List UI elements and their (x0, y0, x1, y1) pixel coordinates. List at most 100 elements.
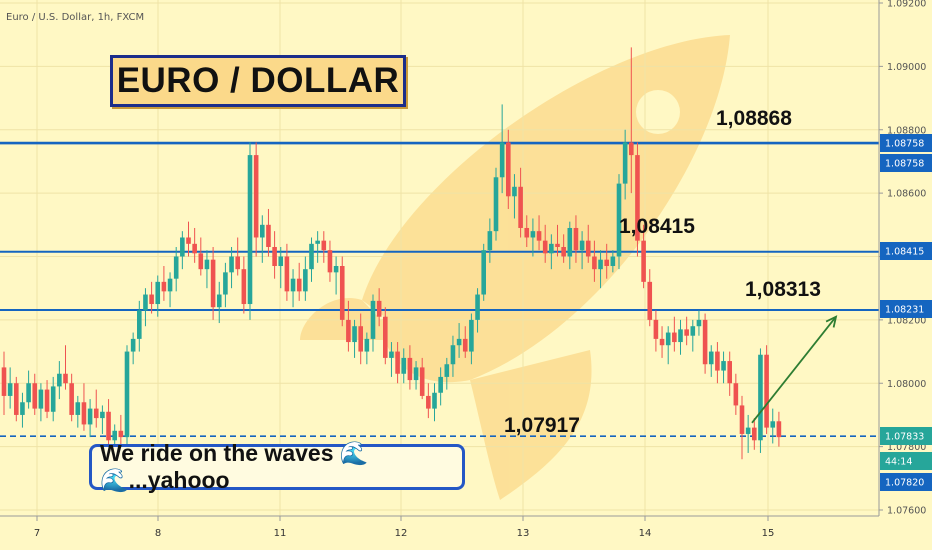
candlestick-series (1, 47, 782, 460)
candle-body-124 (764, 354, 769, 428)
level-label-2: 1,08313 (745, 278, 821, 301)
candle-body-78 (481, 250, 486, 295)
candle-body-24 (149, 294, 154, 305)
price-badges: 1.08758 1.08758 1.08415 1.08231 1.07833 44:14… (880, 134, 932, 491)
price-badge-text-3: 1.08231 (885, 305, 924, 316)
y-tick-label-3: 1.08600 (887, 189, 926, 200)
candle-body-58 (358, 326, 363, 352)
candle-body-39 (241, 269, 247, 305)
price-badge-text-0: 1.08758 (885, 139, 924, 150)
price-badge-bg-1 (880, 154, 932, 172)
candle-body-75 (462, 338, 468, 352)
candle-body-122 (752, 427, 757, 441)
candle-body-79 (487, 231, 493, 251)
candle-body-47 (290, 278, 296, 292)
candle-body-25 (155, 281, 161, 305)
candle-body-12 (75, 402, 81, 415)
price-badge-bg-3 (880, 300, 932, 318)
x-tick-label-5: 14 (639, 528, 652, 539)
candle-body-83 (512, 186, 517, 197)
candle-body-26 (161, 281, 167, 292)
candle-body-44 (272, 246, 277, 267)
candle-body-11 (69, 383, 74, 415)
price-badge-text-6: 1.07820 (885, 478, 924, 489)
candle-body-37 (229, 256, 234, 273)
candle-body-115 (708, 351, 714, 365)
candle-body-96 (592, 256, 597, 270)
candle-body-57 (352, 326, 357, 343)
candle-body-67 (413, 367, 419, 381)
candle-body-73 (450, 345, 456, 365)
candle-body-69 (426, 395, 431, 409)
candle-body-112 (690, 326, 696, 336)
candle-body-80 (493, 177, 499, 232)
price-badge-bg-5 (880, 452, 932, 470)
candle-body-85 (524, 227, 530, 238)
candle-body-119 (733, 383, 739, 406)
candle-body-72 (444, 364, 450, 377)
candle-body-94 (579, 240, 585, 251)
candle-body-108 (665, 332, 671, 346)
price-badge-bg-4 (880, 427, 932, 445)
candle-body-40 (247, 155, 253, 305)
candle-body-8 (50, 386, 56, 412)
candle-body-65 (401, 357, 407, 374)
candle-body-29 (180, 237, 185, 257)
candle-body-60 (370, 300, 376, 339)
candle-body-18 (112, 430, 117, 441)
candle-body-104 (641, 240, 646, 282)
candle-body-68 (419, 367, 425, 396)
candle-body-1 (7, 383, 13, 396)
y-tick-label-2: 1.08800 (887, 125, 926, 136)
x-tick-label-6: 15 (762, 528, 775, 539)
candle-body-35 (216, 294, 222, 308)
candle-body-50 (309, 243, 314, 270)
candle-body-41 (253, 155, 259, 238)
candle-body-100 (616, 183, 622, 257)
level-label-1: 1,08415 (619, 215, 695, 238)
candle-body-63 (389, 351, 394, 358)
y-tick-label-6: 1.08000 (887, 379, 926, 390)
trend-arrow-line (751, 316, 837, 424)
candle-body-5 (32, 383, 38, 409)
y-tick-label-1: 1.09000 (887, 62, 926, 73)
trend-arrow-head (825, 315, 838, 328)
candle-body-16 (100, 411, 105, 419)
candle-body-70 (432, 392, 437, 409)
candle-body-90 (555, 243, 560, 247)
candle-body-71 (438, 376, 443, 393)
candle-body-105 (647, 281, 653, 320)
candle-body-107 (659, 338, 665, 346)
candle-body-9 (57, 373, 62, 387)
candle-body-61 (376, 300, 382, 317)
candle-body-36 (223, 272, 228, 295)
title-box: EURO / DOLLAR (110, 55, 406, 107)
candle-body-76 (469, 319, 474, 352)
horizontal-levels (0, 141, 879, 437)
level-labels: 1,08868 1,08415 1,08313 1,07917 (504, 107, 821, 437)
candle-body-54 (333, 266, 339, 273)
y-tick-label-8: 1.07600 (887, 506, 926, 517)
candle-body-55 (339, 266, 345, 320)
candle-body-21 (130, 338, 136, 352)
candle-body-43 (266, 224, 271, 247)
candle-body-15 (93, 408, 99, 419)
candle-body-51 (315, 240, 320, 244)
candle-body-111 (684, 329, 689, 336)
candle-body-34 (210, 259, 216, 308)
candle-body-17 (106, 411, 111, 441)
price-badge-text-1: 1.08758 (885, 159, 924, 170)
price-badge-bg-6 (880, 473, 932, 491)
candle-body-52 (321, 240, 327, 251)
candle-body-7 (44, 389, 50, 412)
candle-body-45 (278, 256, 284, 267)
level-label-0: 1,08868 (716, 107, 792, 130)
x-axis-ticks: 7 8 11 12 13 14 15 (34, 516, 775, 539)
candle-body-56 (346, 319, 351, 343)
candle-body-0 (1, 367, 7, 396)
candle-body-126 (776, 421, 782, 438)
candle-body-19 (118, 430, 124, 438)
candle-body-116 (715, 351, 720, 371)
candle-body-95 (585, 240, 591, 257)
candle-body-59 (364, 338, 370, 352)
